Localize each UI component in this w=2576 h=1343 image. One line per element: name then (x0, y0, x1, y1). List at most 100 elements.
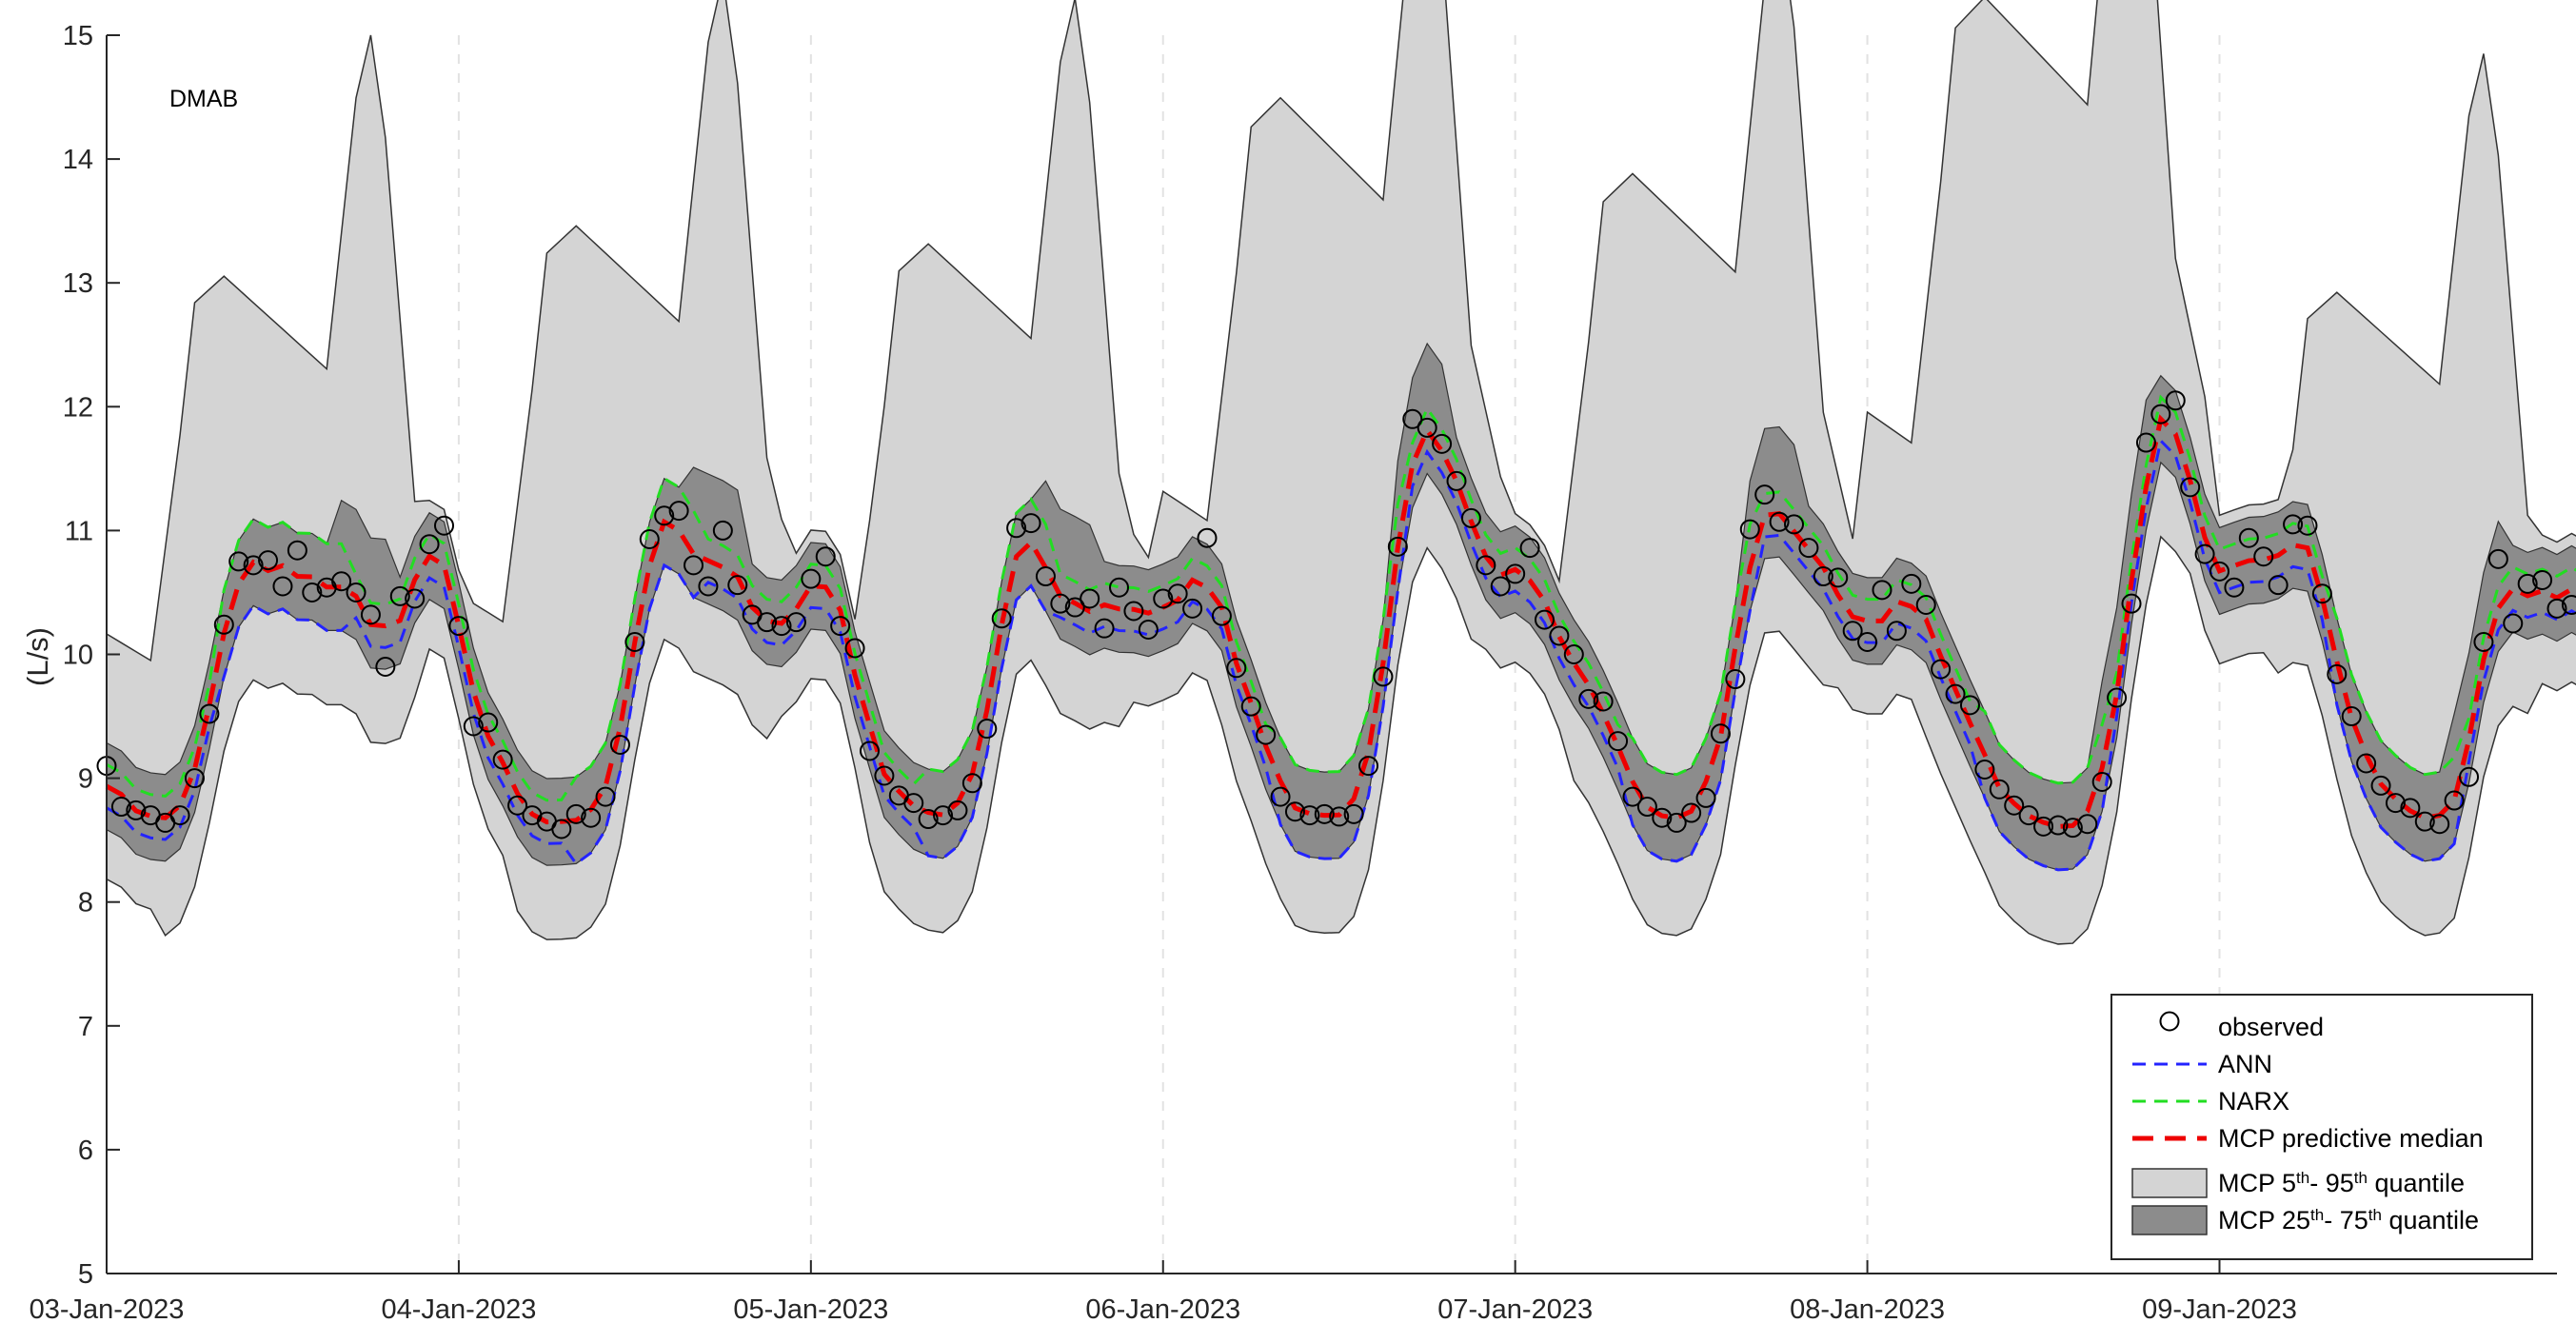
observed-point (2033, 816, 2054, 837)
observed-point (2194, 543, 2215, 564)
observed-point (1432, 433, 1453, 454)
observed-point (2224, 577, 2245, 598)
observed-point (1226, 658, 1247, 679)
observed-point (859, 741, 880, 761)
y-tick-label: 9 (78, 764, 93, 795)
x-tick-label: 06-Jan-2023 (1085, 1294, 1240, 1325)
observed-point (2327, 663, 2348, 684)
y-tick-label: 5 (78, 1259, 93, 1290)
observed-point (126, 800, 147, 820)
observed-point (2253, 546, 2274, 567)
observed-point (1211, 605, 1232, 626)
observed-point (595, 786, 616, 807)
legend-superscript: th (2354, 1169, 2368, 1187)
observed-point (2283, 514, 2304, 535)
observed-point (1784, 514, 1805, 535)
axes: 5 6 7 8 9 10 11 12 13 14 15 03-Jan-2023 04-Jan-2023 0… (30, 21, 2557, 1325)
observed-point (1974, 759, 1995, 780)
legend-symbol-observed (2159, 1011, 2180, 1032)
observed-point (1094, 618, 1115, 639)
observed-point (1593, 691, 1614, 712)
observed-point (1725, 669, 1746, 690)
observed-point (1666, 812, 1687, 833)
observed-point (830, 616, 851, 637)
observed-point (1123, 601, 1144, 622)
observed-point (2135, 432, 2156, 453)
legend-text-part: - 95 (2309, 1169, 2354, 1197)
observed-point (1681, 802, 1702, 823)
observed-point (1020, 513, 1041, 534)
observed-point (1270, 786, 1291, 807)
observed-point (565, 803, 586, 824)
y-tick-label: 10 (63, 641, 93, 671)
observed-point (639, 529, 660, 550)
observed-point (1358, 756, 1379, 777)
observed-point (331, 571, 352, 592)
observed-point (1006, 518, 1027, 539)
observed-point (1636, 797, 1657, 818)
legend-label: observed (2218, 1013, 2324, 1041)
x-tick-label: 09-Jan-2023 (2142, 1294, 2297, 1325)
observed-point (918, 809, 939, 830)
y-tick-label: 8 (78, 888, 93, 918)
observed-point (1138, 619, 1159, 640)
series-lines (105, 394, 2576, 872)
observed-point (2150, 404, 2171, 425)
observed-point (2165, 390, 2186, 411)
legend-superscript: th (2296, 1169, 2309, 1187)
observed-point (581, 807, 602, 828)
observed-point (1798, 538, 1819, 559)
observed-point (977, 719, 998, 740)
observed-point (1080, 588, 1100, 609)
observed-point (228, 551, 249, 572)
observed-point (184, 768, 205, 789)
y-tick-label: 12 (63, 392, 93, 423)
observed-point (2429, 814, 2450, 835)
observed-point (2517, 573, 2538, 594)
observed-point (654, 505, 675, 526)
y-tick-label: 11 (65, 516, 93, 546)
observed-point (2238, 527, 2259, 548)
observed-point (1563, 644, 1584, 664)
observed-point (1417, 417, 1437, 438)
observed-point (2341, 706, 2362, 727)
observed-point (609, 734, 630, 755)
observed-point (1695, 787, 1716, 808)
observed-point (624, 631, 645, 652)
observed-point (1153, 588, 1174, 609)
observed-point (258, 550, 279, 571)
observed-point (2503, 613, 2524, 634)
observed-point (1534, 609, 1555, 630)
legend-label: NARX (2218, 1087, 2289, 1116)
observed-point (1284, 801, 1305, 822)
observed-point (1857, 631, 1878, 652)
observed-point (287, 540, 307, 561)
observed-point (933, 805, 954, 826)
observed-point (1828, 567, 1849, 588)
observed-point (961, 773, 982, 794)
observed-point (2062, 818, 2083, 839)
observed-point (1989, 779, 2010, 800)
observed-point (1710, 723, 1731, 744)
observed-point (1240, 696, 1261, 717)
observed-point (2356, 753, 2377, 774)
observed-point (1813, 566, 1833, 587)
observed-point (815, 546, 836, 567)
observed-point (2297, 515, 2318, 536)
panel-label: DMAB (169, 86, 238, 112)
observed-point (302, 582, 323, 602)
observed-point (1476, 555, 1496, 576)
observed-point (1739, 519, 1760, 540)
observed-point (1167, 583, 1188, 604)
observed-point (448, 616, 469, 637)
y-axis-label: (L/s) (21, 627, 54, 686)
observed-point (2444, 790, 2465, 811)
observed-point (801, 568, 822, 589)
observed-point (1460, 507, 1481, 528)
observed-point (2473, 631, 2494, 652)
observed-point (1064, 597, 1085, 618)
observed-point (785, 612, 806, 633)
observed-point (346, 582, 367, 602)
observed-point (771, 616, 792, 637)
